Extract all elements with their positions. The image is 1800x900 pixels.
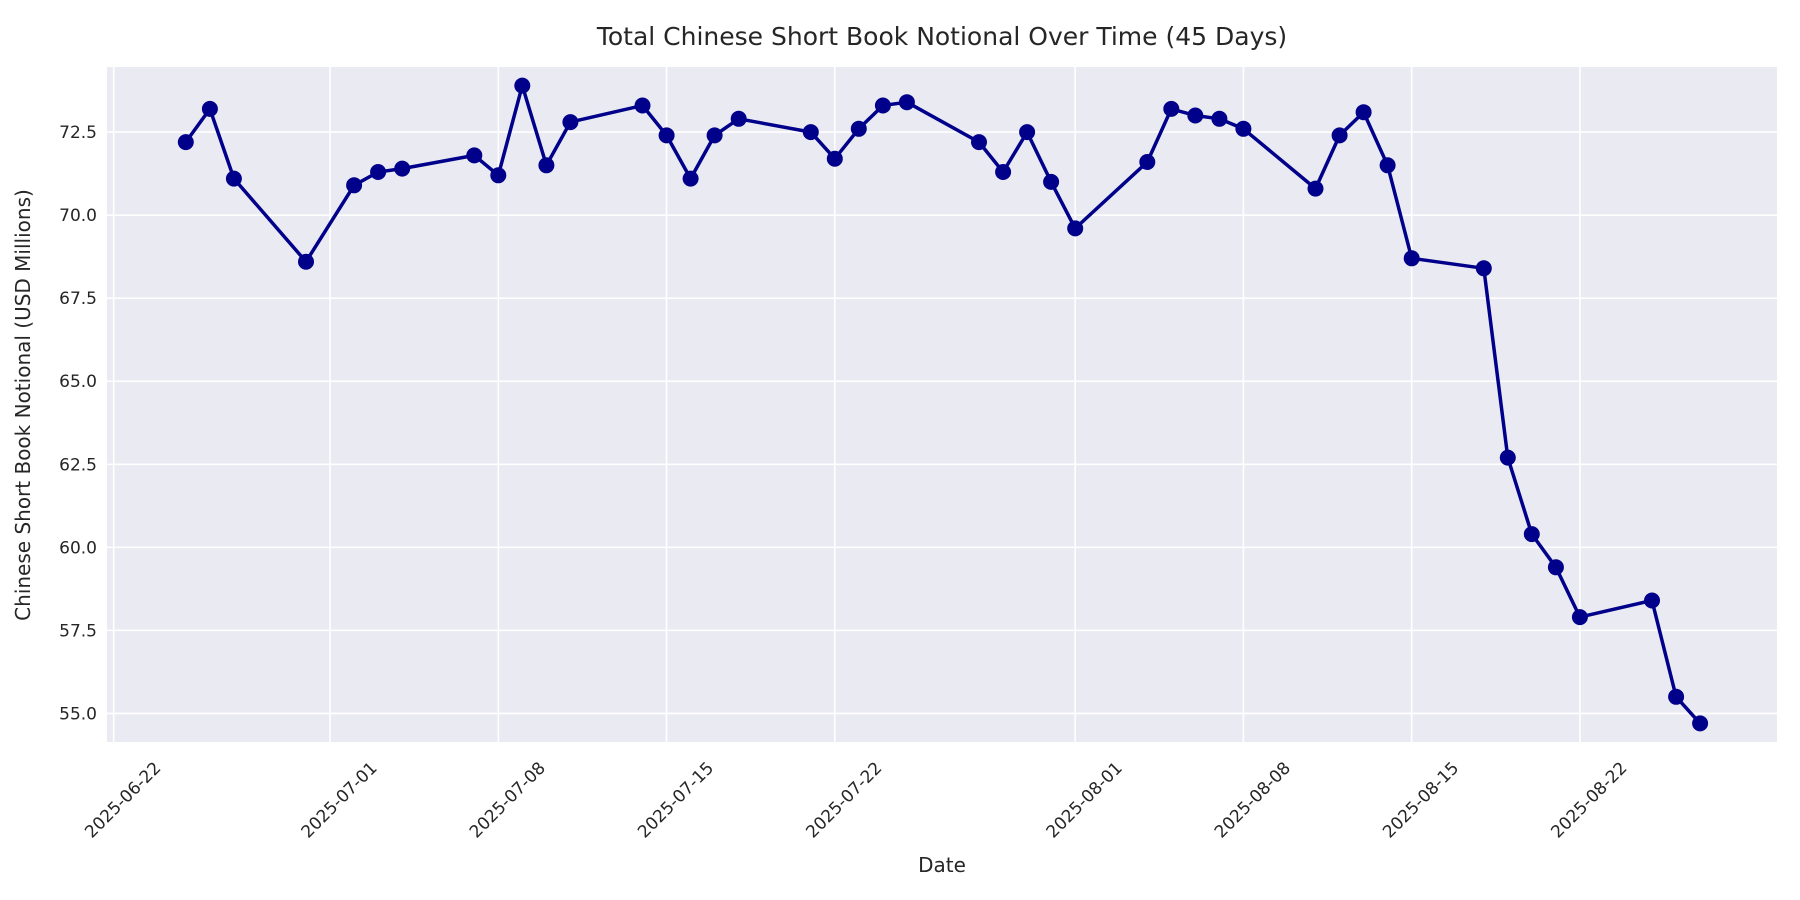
data-point [1043,173,1060,190]
data-point [874,97,891,114]
data-series [177,77,1709,732]
x-tick-label: 2025-08-22 [1547,758,1631,842]
data-point [1139,154,1156,170]
data-point [1668,688,1685,705]
data-point [826,150,843,167]
y-axis-tick-labels: 55.0 57.5 60.0 62.5 65.0 67.5 70.0 72.5 [59,123,97,724]
data-point [1475,260,1492,277]
x-tick-label: 2025-08-08 [1211,758,1295,842]
data-point [298,253,314,270]
x-tick-label: 2025-07-15 [634,758,718,842]
y-tick-label: 60.0 [59,538,97,558]
data-point [1331,127,1348,144]
data-point [730,110,747,127]
y-axis-label: Chinese Short Book Notional (USD Million… [11,189,35,621]
data-point [682,170,699,187]
y-tick-label: 70.0 [59,206,97,226]
x-tick-label: 2025-07-08 [466,758,550,842]
data-point [177,134,194,151]
data-point [971,134,987,151]
x-axis-tick-labels: 2025-06-22 2025-07-01 2025-07-08 2025-07-15… [81,758,1631,842]
data-point [658,127,675,144]
data-point [201,100,218,117]
x-axis-label: Date [918,853,966,877]
data-point [1403,250,1420,267]
data-point [850,120,867,137]
data-point [225,170,242,187]
data-point [1355,104,1372,121]
data-point [1644,592,1660,609]
y-tick-label: 57.5 [59,621,97,641]
data-point [1211,110,1228,127]
data-point [370,164,387,180]
x-tick-label: 2025-08-15 [1379,758,1463,842]
data-point [514,77,531,94]
x-tick-label: 2025-08-01 [1043,758,1127,842]
data-point [562,114,579,131]
data-point [634,97,651,114]
data-point [466,147,483,164]
data-point [394,160,411,177]
data-point [1307,180,1324,197]
x-tick-label: 2025-06-22 [81,758,165,842]
data-point [898,94,915,111]
plot-area [107,67,1777,742]
data-point [538,157,555,174]
data-point [1692,715,1709,732]
data-point [1571,609,1588,626]
data-point [490,167,507,184]
y-tick-label: 72.5 [59,123,97,143]
data-point [1163,100,1180,117]
y-tick-label: 62.5 [59,455,97,475]
data-point [346,177,363,194]
data-point [1067,220,1084,237]
data-point [706,127,723,144]
data-point [1499,449,1516,466]
data-point [995,164,1012,180]
data-point [1379,157,1396,174]
data-point [1523,526,1540,543]
data-point [1235,120,1252,137]
x-tick-label: 2025-07-01 [298,758,382,842]
data-point [1547,559,1564,576]
data-point [802,124,819,141]
y-tick-label: 67.5 [59,289,97,309]
chart-title: Total Chinese Short Book Notional Over T… [596,22,1287,51]
y-tick-label: 65.0 [59,372,97,392]
x-tick-label: 2025-07-22 [802,758,886,842]
data-point [1019,124,1036,141]
data-point [1187,107,1204,124]
y-tick-label: 55.0 [59,704,97,724]
